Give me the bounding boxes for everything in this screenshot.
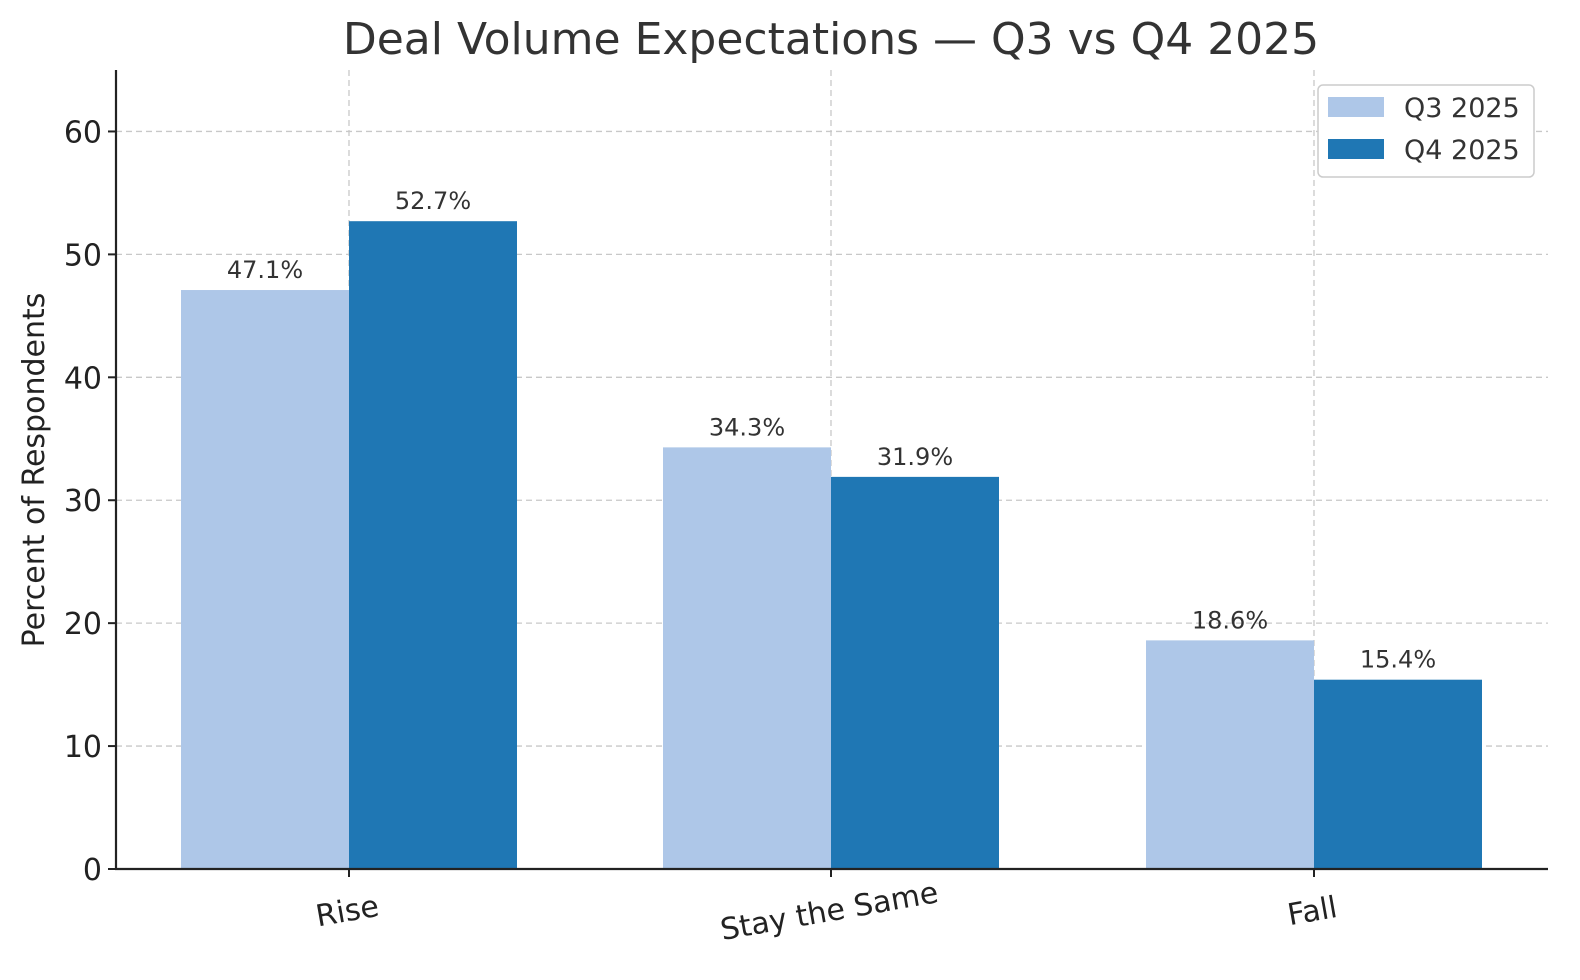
y-tick-label: 50 (64, 238, 102, 273)
data-label: 18.6% (1192, 606, 1268, 634)
legend: Q3 2025 Q4 2025 (1317, 84, 1535, 178)
x-tick-label: Stay the Same (718, 875, 941, 948)
bar-q3-2 (1146, 640, 1314, 869)
y-tick-label: 0 (83, 853, 102, 888)
bar-q4-0 (349, 221, 517, 870)
data-label: 34.3% (709, 413, 785, 441)
data-label: 15.4% (1360, 646, 1436, 674)
bars (181, 221, 1482, 870)
y-tick-label: 30 (64, 484, 102, 519)
y-tick-labels: 0 10 20 30 40 50 60 (64, 115, 116, 888)
legend-label-q3: Q3 2025 (1404, 93, 1520, 124)
bar-q4-2 (1314, 679, 1482, 869)
bar-q3-1 (663, 447, 831, 869)
x-tick-label: Fall (1285, 890, 1340, 933)
data-label: 31.9% (877, 443, 953, 471)
x-tick-label: Rise (313, 889, 381, 934)
data-labels: 47.1% 34.3% 18.6% 52.7% 31.9% 15.4% (227, 187, 1436, 674)
y-tick-label: 10 (64, 730, 102, 765)
legend-swatch-q4 (1328, 139, 1384, 159)
data-label: 52.7% (395, 187, 471, 215)
y-tick-label: 60 (64, 115, 102, 150)
y-tick-label: 20 (64, 607, 102, 642)
bar-q4-1 (831, 476, 999, 869)
x-tick-labels: Rise Stay the Same Fall (313, 869, 1340, 948)
legend-swatch-q3 (1328, 97, 1384, 117)
y-tick-label: 40 (64, 361, 102, 396)
bar-q3-0 (181, 290, 349, 869)
chart-title: Deal Volume Expectations — Q3 vs Q4 2025 (343, 14, 1319, 65)
y-axis-label: Percent of Respondents (17, 293, 52, 648)
data-label: 47.1% (227, 256, 303, 284)
legend-label-q4: Q4 2025 (1404, 135, 1520, 166)
